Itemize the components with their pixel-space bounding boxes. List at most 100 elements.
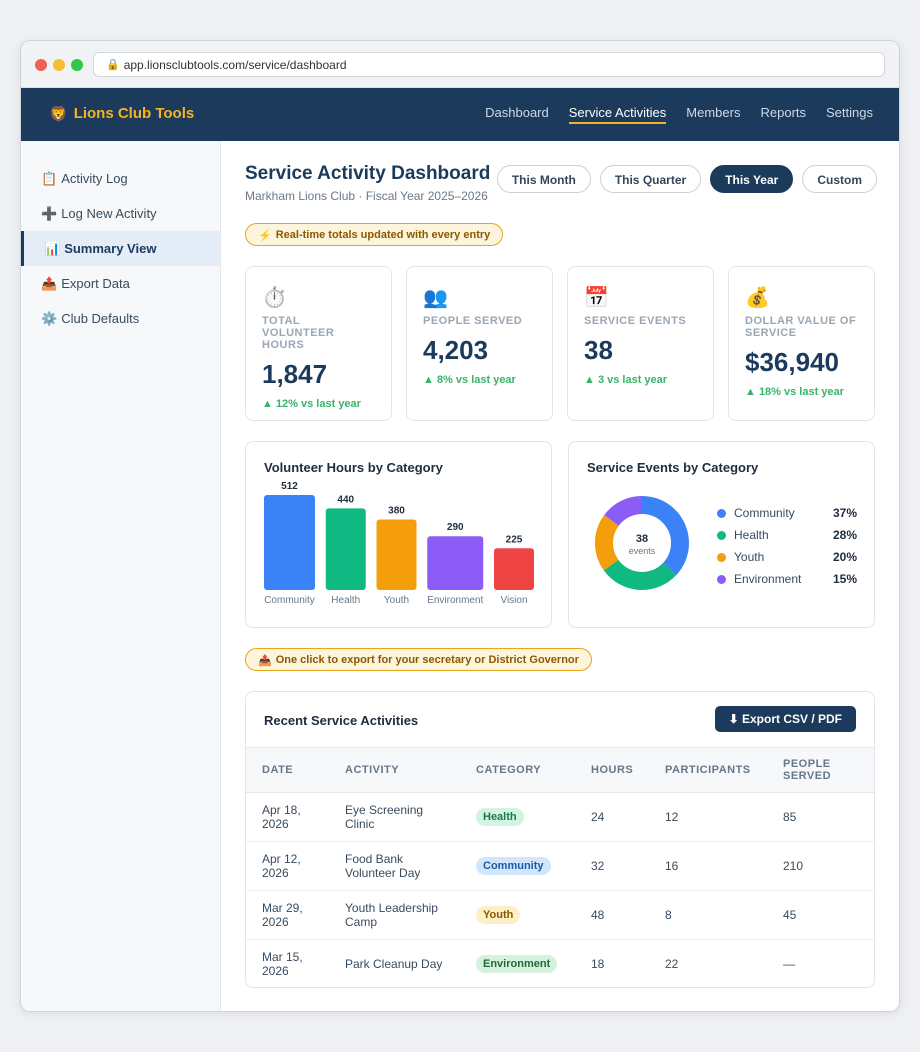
lightning-icon: ⚡	[258, 230, 272, 242]
legend-swatch	[717, 508, 726, 518]
donut-chart-title: Service Events by Category	[587, 460, 759, 475]
column-header-category[interactable]: CATEGORY	[460, 747, 575, 793]
table-row[interactable]: Mar 15, 2026 Park Cleanup Day Environment 1…	[246, 940, 874, 988]
minimize-window-dot[interactable]	[53, 59, 65, 71]
top-navigation: 🦁 Lions Club Tools Dashboard Service Act…	[21, 88, 899, 141]
sidebar-item-label: Export Data	[61, 276, 130, 291]
brand-logo[interactable]: 🦁 Lions Club Tools	[49, 105, 194, 123]
recent-activities-title: Recent Service Activities	[264, 713, 419, 728]
column-header-people-served[interactable]: PEOPLE SERVED	[767, 747, 874, 793]
sidebar-item-label: Activity Log	[61, 171, 128, 186]
bar-value-label: 440	[337, 494, 354, 505]
sidebar-item-export-data[interactable]: 📤 Export Data	[21, 266, 220, 301]
cell-people-served: 210	[767, 841, 874, 891]
recent-activities-panel: Recent Service Activities ⬇ Export CSV /…	[245, 691, 875, 988]
main-content: Service Activity Dashboard Markham Lions…	[221, 141, 899, 1011]
donut-slice-youth[interactable]	[595, 496, 689, 590]
cell-hours: 18	[591, 957, 605, 972]
category-badge: Youth	[476, 906, 521, 924]
legend-percent: 28%	[832, 528, 857, 542]
page-title: Service Activity Dashboard	[245, 163, 491, 184]
close-window-dot[interactable]	[35, 59, 47, 71]
stat-value: 38	[584, 335, 613, 365]
bar-category-label: Community	[264, 595, 315, 606]
address-bar[interactable]: 🔒 app.lionsclubtools.com/service/dashboa…	[93, 52, 885, 77]
legend-label: Community	[734, 506, 795, 520]
legend-percent: 15%	[832, 572, 857, 586]
legend-swatch	[717, 552, 726, 562]
stopwatch-icon: ⏱️	[262, 287, 287, 309]
stat-delta: ▲ 18% vs last year	[745, 386, 844, 398]
column-header-participants[interactable]: PARTICIPANTS	[649, 747, 767, 793]
outbox-icon: 📤	[258, 655, 272, 667]
range-this-month-button[interactable]: This Month	[496, 165, 591, 193]
stat-label: People Served	[423, 315, 523, 327]
table-row[interactable]: Apr 18, 2026 Eye Screening Clinic Health 24…	[246, 792, 874, 842]
legend-item-environment: Environment 15%	[717, 568, 857, 590]
bar-chart-panel: Volunteer Hours by Category 512 Community…	[245, 441, 552, 628]
bar-category-label: Youth	[384, 595, 409, 606]
bar-health[interactable]	[325, 508, 366, 590]
nav-link-service-activities[interactable]: Service Activities	[568, 105, 667, 124]
column-header-date[interactable]: DATE	[246, 747, 329, 793]
cell-hours: 48	[575, 890, 649, 940]
bar-youth[interactable]	[376, 519, 417, 590]
column-header-hours[interactable]: HOURS	[575, 747, 649, 793]
bar-category-label: Health	[331, 595, 360, 606]
realtime-note: ⚡ Real-time totals updated with every en…	[245, 223, 504, 246]
plus-icon: ➕	[41, 206, 58, 221]
sidebar-item-label: Club Defaults	[61, 311, 140, 326]
nav-link-reports[interactable]: Reports	[760, 105, 807, 120]
cell-category: Youth	[460, 890, 575, 940]
nav-links: Dashboard Service Activities Members Rep…	[485, 105, 873, 124]
sidebar-item-log-new-activity[interactable]: ➕ Log New Activity	[21, 196, 220, 231]
legend-swatch	[717, 530, 726, 540]
donut-slice-environment[interactable]	[595, 496, 689, 590]
bar-vision[interactable]	[494, 548, 534, 590]
cell-category: Community	[460, 841, 575, 891]
clipboard-icon: 📋	[41, 171, 58, 186]
nav-link-dashboard[interactable]: Dashboard	[485, 105, 549, 120]
brand-name: Lions Club Tools	[73, 105, 195, 122]
bar-environment[interactable]	[427, 536, 484, 590]
activities-table: DATE ACTIVITY CATEGORY HOURS PARTICIPANT…	[246, 747, 874, 988]
url-text: app.lionsclubtools.com/service/dashboard	[123, 58, 347, 72]
cell-activity: Youth Leadership Camp	[329, 890, 460, 940]
bar-value-label: 512	[281, 481, 298, 492]
table-row[interactable]: Apr 12, 2026 Food Bank Volunteer Day Commu…	[246, 841, 874, 891]
bar-value-label: 225	[506, 534, 523, 545]
maximize-window-dot[interactable]	[71, 59, 83, 71]
gear-icon: ⚙️	[41, 311, 58, 326]
cell-activity: Park Cleanup Day	[345, 957, 443, 972]
cell-date: Mar 15, 2026	[262, 950, 303, 979]
column-header-activity[interactable]: ACTIVITY	[329, 747, 460, 793]
sidebar-item-label: Log New Activity	[61, 206, 157, 221]
sidebar-item-summary-view[interactable]: 📊 Summary View	[21, 231, 220, 266]
bar-chart-title: Volunteer Hours by Category	[264, 460, 443, 475]
sidebar-item-club-defaults[interactable]: ⚙️ Club Defaults	[21, 301, 220, 336]
category-badge: Community	[476, 857, 551, 875]
people-icon: 👥	[423, 287, 448, 309]
range-this-year-button[interactable]: This Year	[710, 165, 794, 193]
stat-value: 1,847	[262, 359, 328, 389]
bar-community[interactable]	[264, 495, 315, 590]
cell-date: Mar 29, 2026	[246, 890, 329, 940]
sidebar-item-activity-log[interactable]: 📋 Activity Log	[21, 161, 220, 196]
export-note: 📤 One click to export for your secretary…	[245, 648, 592, 671]
export-csv-pdf-button[interactable]: ⬇ Export CSV / PDF	[714, 706, 856, 732]
sidebar-item-label: Summary View	[64, 241, 157, 256]
range-custom-button[interactable]: Custom	[802, 165, 877, 193]
stat-card-service-events: 📅 Service Events 38 ▲ 3 vs last year	[567, 266, 714, 421]
donut-slice-health[interactable]	[595, 496, 689, 590]
cell-participants: 12	[649, 792, 767, 842]
cell-participants: 8	[649, 890, 767, 940]
legend-label: Environment	[734, 572, 802, 586]
stat-label: Total Volunteer Hours	[262, 315, 335, 351]
table-row[interactable]: Mar 29, 2026 Youth Leadership Camp Youth 48…	[246, 890, 874, 940]
cell-category: Health	[460, 792, 575, 842]
range-this-quarter-button[interactable]: This Quarter	[599, 165, 702, 193]
nav-link-settings[interactable]: Settings	[826, 105, 873, 120]
nav-link-members[interactable]: Members	[686, 105, 741, 120]
legend-label: Health	[734, 528, 769, 542]
